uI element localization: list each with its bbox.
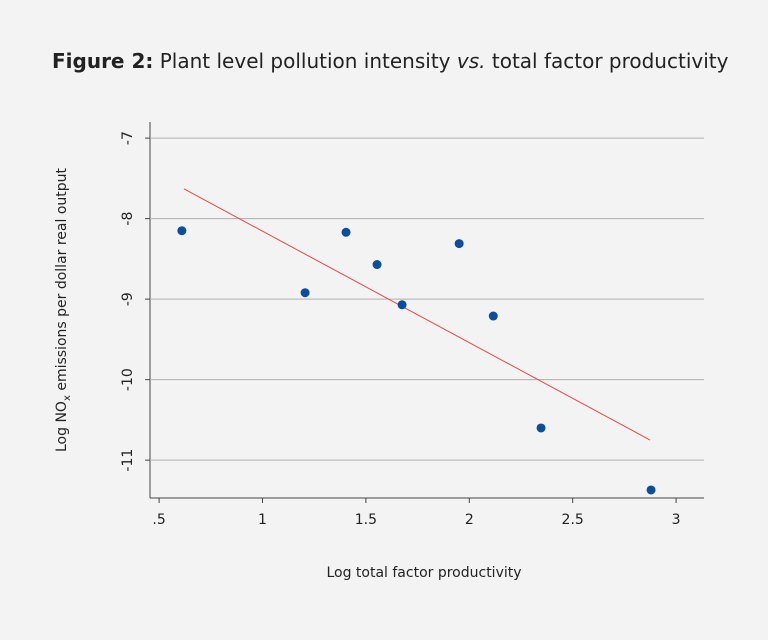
scatter-point xyxy=(397,300,407,310)
y-tick-label: -9 xyxy=(120,292,136,306)
y-label-text: emissions per dollar real output xyxy=(54,167,70,390)
x-tick-label: 2.5 xyxy=(562,512,584,528)
scatter-point xyxy=(646,485,656,495)
y-tick-label: -10 xyxy=(120,368,136,391)
scatter-point xyxy=(177,226,187,236)
scatter-point xyxy=(454,239,464,249)
title-label: Figure 2: xyxy=(52,49,153,73)
y-tick-label: -11 xyxy=(120,449,136,472)
scatter-point xyxy=(341,227,351,237)
fit-line xyxy=(183,188,651,441)
x-tick-label: 2 xyxy=(465,512,474,528)
x-tick-label: 3 xyxy=(672,512,681,528)
scatter-point xyxy=(536,423,546,433)
y-axis-label: Log NOx emissions per dollar real output xyxy=(54,167,75,452)
scatter-point xyxy=(488,311,498,321)
scatter-point xyxy=(300,288,310,298)
title-emphasis: vs. xyxy=(457,49,486,73)
x-axis-label: Log total factor productivity xyxy=(326,565,521,581)
x-tick-label: 1 xyxy=(258,512,267,528)
y-label-subscript: x xyxy=(62,395,73,401)
x-tick-label: .5 xyxy=(152,512,165,528)
title-text: total factor productivity xyxy=(492,49,729,73)
x-tick-label: 1.5 xyxy=(355,512,377,528)
y-label-text: Log NO xyxy=(54,401,70,452)
y-tick-label: -8 xyxy=(120,212,136,226)
y-tick-label: -7 xyxy=(120,131,136,145)
chart-title: Figure 2: Plant level pollution intensit… xyxy=(52,49,729,73)
title-text: Plant level pollution intensity xyxy=(160,49,451,73)
scatter-point xyxy=(372,260,382,270)
